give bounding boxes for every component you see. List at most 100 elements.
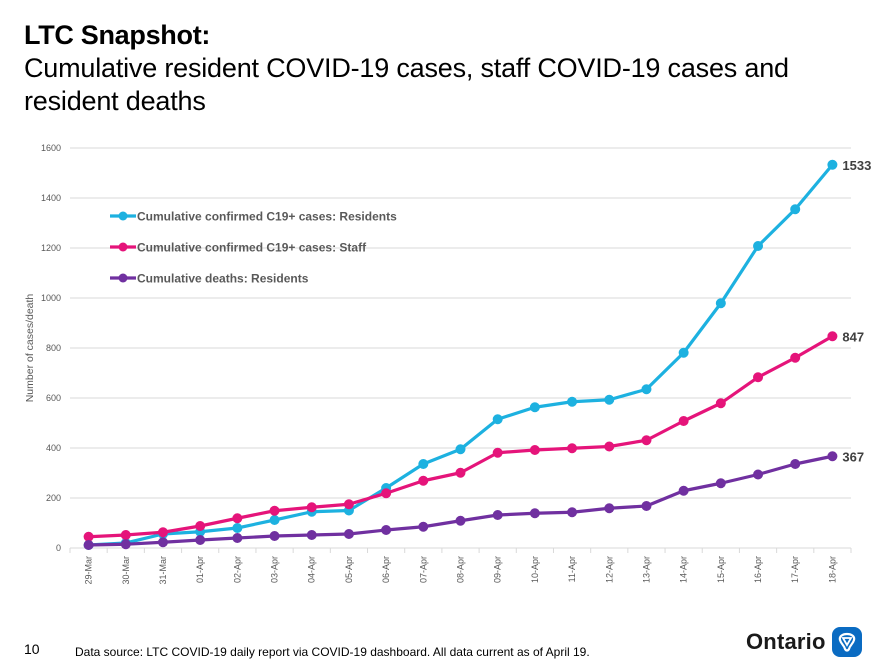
data-point — [529, 402, 540, 413]
data-point — [343, 529, 354, 539]
data-point — [567, 443, 578, 454]
y-tick-label: 200 — [46, 493, 61, 503]
data-point — [492, 510, 503, 520]
data-point — [269, 505, 280, 516]
data-point — [641, 435, 652, 446]
trillium-icon — [831, 627, 862, 657]
legend-item: Cumulative deaths: Residents — [110, 272, 309, 286]
data-point — [753, 241, 764, 251]
page-number: 10 — [24, 641, 40, 657]
x-tick-label: 18-Apr — [827, 556, 837, 583]
data-point — [83, 540, 94, 550]
x-axis: 29-Mar 30-Mar 31-Mar 01-Apr 02-Apr 03-Apr 04-A… — [69, 547, 852, 585]
series-group: 1533 847 367 — [83, 158, 871, 550]
ontario-logo: Ontario — [746, 627, 862, 657]
gridlines — [70, 147, 851, 549]
data-point — [715, 398, 726, 409]
data-point — [604, 503, 615, 514]
data-point — [418, 475, 429, 486]
data-point — [418, 459, 429, 469]
x-tick-label: 14-Apr — [679, 556, 689, 583]
data-label: 1533 — [842, 158, 871, 173]
data-point — [83, 531, 94, 542]
data-point — [790, 459, 801, 469]
data-point — [678, 416, 689, 426]
legend-label: Cumulative confirmed C19+ cases: Residen… — [137, 210, 397, 224]
data-point — [790, 352, 801, 363]
data-point — [418, 521, 429, 532]
data-point — [827, 159, 838, 170]
x-tick-label: 16-Apr — [753, 556, 763, 583]
y-axis-label: Number of cases/death — [24, 294, 36, 403]
slide-subtitle: Cumulative resident COVID-19 cases, staf… — [24, 53, 789, 116]
data-point — [157, 537, 168, 548]
data-point — [381, 525, 392, 535]
x-tick-label: 06-Apr — [381, 556, 391, 583]
data-point — [753, 469, 764, 480]
data-point — [120, 539, 131, 550]
slide-title: LTC Snapshot: — [24, 20, 211, 50]
data-point — [492, 447, 503, 458]
data-point — [715, 298, 726, 309]
line-chart: 0 200 400 600 800 1000 1200 1400 1600 29-Mar 30-M… — [24, 143, 871, 585]
x-tick-label: 17-Apr — [790, 556, 800, 583]
data-point — [492, 414, 503, 425]
data-point — [827, 331, 838, 342]
y-tick-label: 0 — [56, 543, 61, 553]
data-point — [790, 204, 801, 215]
y-axis-ticks: 0 200 400 600 800 1000 1200 1400 1600 — [41, 143, 61, 553]
data-point — [604, 441, 615, 452]
series-1: 847 — [83, 329, 864, 542]
y-tick-label: 600 — [46, 393, 61, 403]
x-tick-label: 30-Mar — [121, 556, 131, 585]
data-point — [195, 521, 206, 531]
data-point — [232, 523, 243, 533]
legend-item: Cumulative confirmed C19+ cases: Staff — [110, 241, 367, 255]
data-point — [232, 513, 243, 524]
data-point — [567, 396, 578, 407]
x-tick-label: 04-Apr — [307, 556, 317, 583]
legend: Cumulative confirmed C19+ cases: Residen… — [110, 210, 397, 286]
x-tick-label: 01-Apr — [195, 556, 205, 583]
data-point — [604, 394, 615, 405]
x-tick-label: 31-Mar — [158, 556, 168, 585]
data-point — [641, 501, 652, 511]
x-tick-label: 10-Apr — [530, 556, 540, 583]
legend-item: Cumulative confirmed C19+ cases: Residen… — [110, 210, 397, 224]
data-point — [827, 451, 838, 462]
x-tick-label: 02-Apr — [232, 556, 242, 583]
y-tick-label: 400 — [46, 443, 61, 453]
y-tick-label: 1600 — [41, 143, 61, 153]
data-point — [455, 444, 466, 455]
y-tick-label: 800 — [46, 343, 61, 353]
data-point — [343, 499, 354, 510]
data-point — [269, 515, 280, 525]
x-tick-label: 15-Apr — [716, 556, 726, 583]
data-point — [269, 531, 280, 541]
legend-swatch-marker — [118, 242, 128, 252]
data-point — [678, 347, 689, 358]
data-point — [232, 533, 243, 543]
y-tick-label: 1000 — [41, 293, 61, 303]
data-point — [715, 478, 726, 489]
x-tick-label: 07-Apr — [418, 556, 428, 583]
y-tick-label: 1400 — [41, 193, 61, 203]
legend-label: Cumulative deaths: Residents — [137, 272, 309, 286]
data-point — [195, 535, 206, 545]
logo-text: Ontario — [746, 629, 826, 654]
data-point — [678, 485, 689, 496]
data-point — [120, 530, 131, 540]
x-tick-label: 29-Mar — [84, 556, 94, 585]
data-point — [641, 384, 652, 395]
y-tick-label: 1200 — [41, 243, 61, 253]
x-tick-label: 03-Apr — [270, 556, 280, 583]
data-point — [306, 502, 317, 513]
data-point — [455, 515, 466, 526]
x-tick-label: 05-Apr — [344, 556, 354, 583]
data-label: 367 — [842, 449, 864, 464]
legend-swatch-marker — [118, 211, 128, 221]
x-tick-label: 12-Apr — [604, 556, 614, 583]
data-label: 847 — [842, 329, 864, 344]
x-tick-label: 08-Apr — [456, 556, 466, 583]
legend-swatch-marker — [118, 273, 128, 283]
